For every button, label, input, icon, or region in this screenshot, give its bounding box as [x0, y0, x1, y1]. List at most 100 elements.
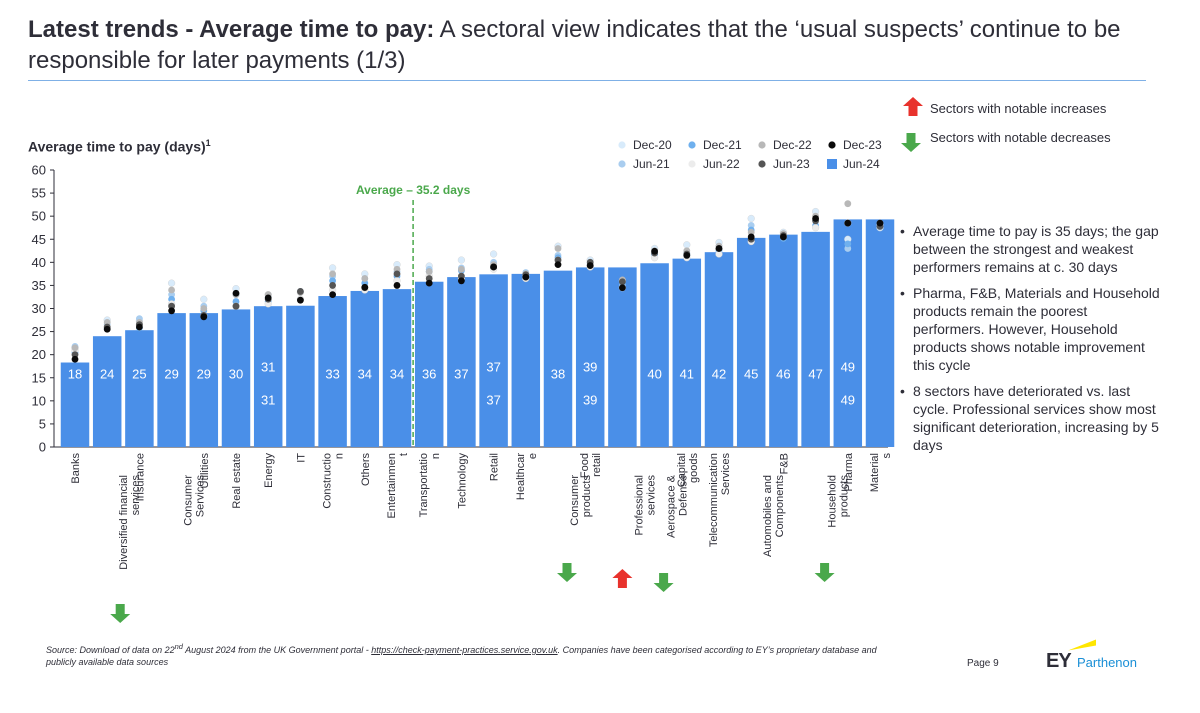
notable-increase-legend: Sectors with notable increases	[930, 101, 1106, 116]
bar-food-retail	[575, 267, 605, 447]
notable-decrease-legend: Sectors with notable decreases	[930, 130, 1111, 145]
legend-swatch-jun-21	[618, 160, 626, 168]
category-label: Retail	[489, 453, 501, 481]
page-title-bold: Latest trends - Average time to pay:	[28, 16, 435, 43]
data-point-jun-23	[329, 282, 336, 289]
bar-value-label: 30	[229, 367, 243, 382]
category-label: products	[581, 475, 593, 518]
data-point-dec-23	[554, 261, 562, 269]
data-point-dec-23	[490, 263, 497, 271]
source-prefix: Source: Download of data on 22	[46, 645, 175, 655]
category-label: Others	[360, 453, 372, 487]
bar-value-label: 42	[712, 367, 726, 382]
source-link[interactable]: https://check-payment-practices.service.…	[371, 645, 558, 655]
category-label: Pharma	[843, 452, 855, 491]
category-label: Banks	[70, 453, 82, 484]
bar-household-products	[801, 231, 830, 447]
bar-value-label: 29	[197, 367, 211, 382]
data-point-jun-22	[811, 224, 820, 232]
bar-value-label: 36	[422, 367, 436, 382]
data-point-dec-23	[715, 245, 723, 252]
y-tick-label: 45	[32, 232, 46, 247]
bar-value-label: 34	[390, 367, 404, 382]
logo-parthenon-text: Parthenon	[1077, 655, 1137, 670]
bar-real-estate	[221, 309, 251, 447]
increase-arrow-icon	[612, 569, 633, 588]
average-label: Average – 35.2 days	[356, 183, 471, 197]
bar-value-label: 39	[583, 359, 597, 374]
data-point-dec-20	[457, 256, 466, 264]
category-label: Services	[195, 475, 207, 518]
category-label: Aerospace &	[666, 474, 678, 538]
data-point-jun-23	[297, 288, 304, 295]
y-tick-label: 0	[39, 440, 46, 455]
bar-consumer-products	[543, 270, 573, 447]
y-tick-label: 60	[32, 163, 46, 178]
bar-diversified-financial-services	[92, 336, 122, 447]
bar-value-label: 46	[776, 367, 790, 382]
data-point-dec-22	[554, 245, 562, 252]
data-point-dec-23	[683, 252, 691, 259]
data-point-dec-20	[490, 250, 498, 258]
bar-technology	[447, 277, 476, 447]
y-tick-label: 40	[32, 255, 46, 270]
category-label: goods	[688, 453, 700, 483]
data-point-dec-23	[71, 355, 79, 363]
data-point-dec-23	[522, 273, 530, 281]
bar-value-label: 45	[744, 367, 758, 382]
bar-banks	[60, 362, 90, 447]
finding-item: Pharma, F&B, Materials and Household pro…	[900, 284, 1162, 374]
category-label: services	[130, 475, 142, 516]
data-point-dec-22	[361, 275, 369, 282]
bar-value-label: 38	[551, 367, 565, 382]
decrease-arrow-icon	[110, 604, 131, 623]
bar-utilities	[189, 313, 219, 447]
bar-value-label: 33	[325, 367, 339, 382]
data-point-dec-23	[200, 313, 208, 321]
bar-aerospace-defense	[640, 263, 669, 447]
data-point-dec-20	[683, 241, 691, 249]
finding-item: 8 sectors have deteriorated vs. last cyc…	[900, 382, 1162, 454]
bar-automobiles-and-components	[736, 237, 766, 447]
data-point-dec-22	[200, 305, 208, 312]
data-point-dec-23	[876, 219, 884, 227]
category-label: Food	[579, 453, 591, 478]
legend-decrease-arrow-icon	[901, 133, 921, 152]
data-point-dec-23	[844, 219, 852, 227]
legend-swatch-jun-22	[688, 160, 696, 168]
data-point-dec-23	[329, 291, 336, 299]
logo-ey-text: EY	[1046, 650, 1072, 672]
logo-yellow-bar	[1068, 639, 1096, 651]
title-divider	[28, 80, 1146, 81]
y-tick-label: 20	[32, 347, 46, 362]
data-point-dec-23	[747, 233, 755, 241]
category-label: Automobiles and	[762, 475, 774, 557]
data-point-dec-23	[136, 323, 143, 331]
category-label: Services	[720, 453, 732, 496]
data-point-dec-23	[232, 289, 240, 297]
legend-label-jun-23: Jun-23	[773, 157, 810, 171]
y-tick-label: 35	[32, 278, 46, 293]
bar-value-label: 24	[100, 367, 114, 382]
data-point-dec-23	[168, 307, 176, 315]
bar-consumer-services	[157, 313, 186, 447]
category-label: Real estate	[231, 453, 243, 509]
category-label: Technology	[456, 453, 468, 509]
bar-value-label: 34	[358, 367, 372, 382]
bar-value-label: 29	[164, 367, 178, 382]
category-label: Consumer	[183, 475, 195, 526]
data-point-dec-23	[264, 294, 272, 302]
data-point-dec-23	[651, 247, 658, 255]
bar-value-label: 18	[68, 367, 82, 382]
bar-professional-services	[608, 267, 637, 447]
bar-f-b	[769, 234, 798, 447]
source-sup: nd	[174, 642, 183, 651]
legend-swatch-dec-23	[828, 141, 836, 149]
data-point-dec-23	[812, 215, 819, 222]
bar-energy	[253, 306, 283, 447]
data-point-dec-22	[458, 265, 465, 273]
chart-title-text: Average time to pay (days)	[28, 138, 206, 155]
data-point-dec-20	[168, 279, 176, 287]
data-point-jun-23	[232, 302, 240, 310]
